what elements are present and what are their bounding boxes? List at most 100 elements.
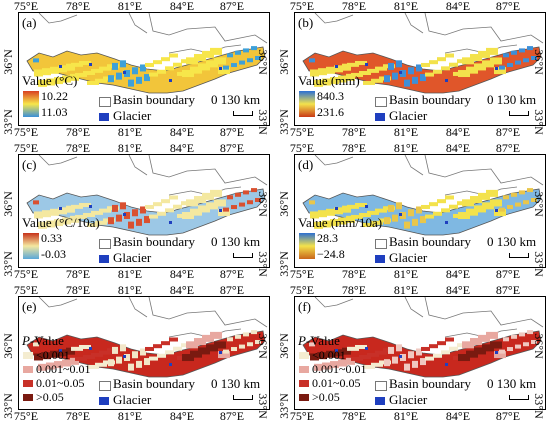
grid-cell — [165, 208, 174, 213]
grid-cell — [474, 63, 486, 71]
grid-cell — [441, 66, 450, 71]
basin-boundary-line — [128, 297, 148, 318]
grid-cell — [116, 214, 122, 222]
scale-bar — [233, 111, 253, 116]
grid-cell — [190, 350, 202, 358]
legend-class-swatch — [299, 380, 309, 387]
grid-cell — [140, 348, 146, 356]
map-frame: (d) Value (mm/10a) 28.3 −24.8 Basin boundary… — [294, 154, 546, 268]
grid-cell — [42, 68, 51, 76]
grid-cell — [433, 353, 442, 358]
lon-tick-top: 84°E — [169, 283, 195, 297]
grid-cell — [112, 62, 118, 70]
basin-boundary-line — [148, 13, 268, 44]
grid-cell — [71, 62, 83, 67]
scale-bar-label: 0 130 km — [487, 92, 537, 107]
legend-title: Value (mm) — [298, 73, 360, 88]
basin-boundary-line — [424, 155, 544, 186]
legend-title: Value (mm/10a) — [298, 215, 383, 230]
lat-tick-right: 33°N — [256, 251, 270, 277]
grid-cell — [62, 359, 71, 367]
grid-cell — [231, 63, 237, 68]
panel-label: (d) — [298, 157, 314, 172]
grid-cell — [247, 342, 253, 347]
grid-cell — [322, 78, 331, 86]
grid-cell — [235, 192, 241, 197]
grid-cell — [54, 219, 63, 227]
grid-cell — [523, 58, 529, 63]
grid-cell — [338, 217, 347, 225]
grid-cell — [511, 192, 517, 197]
glacier-patch — [399, 213, 402, 216]
grid-cell — [486, 47, 498, 55]
lon-tick-top: 81°E — [117, 0, 143, 13]
basin-boundary-line — [38, 297, 78, 308]
grid-cell — [470, 54, 482, 62]
grid-cell — [210, 47, 222, 55]
grid-cell — [58, 207, 67, 215]
grid-cell — [75, 72, 87, 77]
grid-cell — [91, 210, 103, 215]
grid-cell — [186, 199, 198, 207]
lon-tick-bottom: 81°E — [117, 125, 143, 139]
grid-cell — [425, 356, 434, 361]
legend-gradient — [299, 91, 315, 117]
grid-cell — [388, 204, 394, 212]
glacier-swatch — [375, 255, 385, 263]
panel-label: (c) — [22, 157, 37, 172]
grid-cell — [202, 50, 214, 58]
lon-tick-bottom: 81°E — [117, 409, 143, 423]
scale-bar — [509, 111, 529, 116]
lon-tick-bottom: 78°E — [341, 409, 367, 423]
grid-cell — [181, 201, 190, 206]
grid-cell — [95, 78, 107, 83]
grid-cell — [87, 222, 99, 227]
legend-gradient — [299, 233, 315, 259]
grid-cell — [71, 346, 83, 351]
grid-cell — [124, 69, 130, 77]
grid-cell — [255, 197, 261, 202]
grid-cell — [384, 359, 390, 367]
grid-cell — [112, 204, 118, 212]
lon-tick-top: 84°E — [445, 283, 471, 297]
grid-cell — [310, 211, 319, 219]
grid-cell — [231, 205, 237, 210]
grid-cell — [425, 72, 434, 77]
grid-cell — [128, 363, 134, 371]
lon-tick-top: 75°E — [289, 0, 315, 13]
lat-tick-left: 33°N — [277, 251, 291, 277]
grid-cell — [136, 360, 142, 368]
lat-tick-left: 33°N — [1, 393, 15, 419]
grid-cell — [375, 350, 387, 355]
grid-cell — [145, 204, 154, 209]
grid-cell — [425, 214, 434, 219]
grid-cell — [145, 62, 154, 67]
grid-cell — [466, 350, 478, 358]
grid-cell — [421, 204, 430, 209]
map-panel-b: (b) Value (mm) 840.3 231.6 Basin boundary Gla… — [276, 0, 550, 142]
grid-cell — [412, 218, 418, 226]
grid-cell — [490, 199, 502, 207]
lon-tick-bottom: 84°E — [445, 267, 471, 281]
grid-cell — [54, 77, 63, 85]
grid-cell — [181, 343, 190, 348]
grid-cell — [326, 350, 335, 358]
map-svg — [26, 13, 268, 94]
glacier-swatch — [99, 397, 109, 405]
grid-cell — [239, 202, 245, 207]
grid-cell — [75, 356, 87, 361]
lon-tick-bottom: 81°E — [393, 125, 419, 139]
grid-cell — [367, 210, 379, 215]
grid-cell — [144, 216, 150, 224]
grid-cell — [519, 332, 525, 337]
grid-cell — [470, 338, 482, 346]
grid-cell — [202, 334, 214, 342]
grid-cell — [462, 199, 474, 207]
basin-boundary-label: Basin boundary — [113, 234, 195, 249]
legend-class-swatch — [299, 394, 309, 401]
grid-cell — [445, 195, 454, 200]
grid-cell — [482, 344, 494, 352]
lon-tick-bottom: 75°E — [289, 267, 315, 281]
lat-tick-left: 36°N — [277, 49, 291, 75]
grid-cell — [392, 214, 398, 222]
